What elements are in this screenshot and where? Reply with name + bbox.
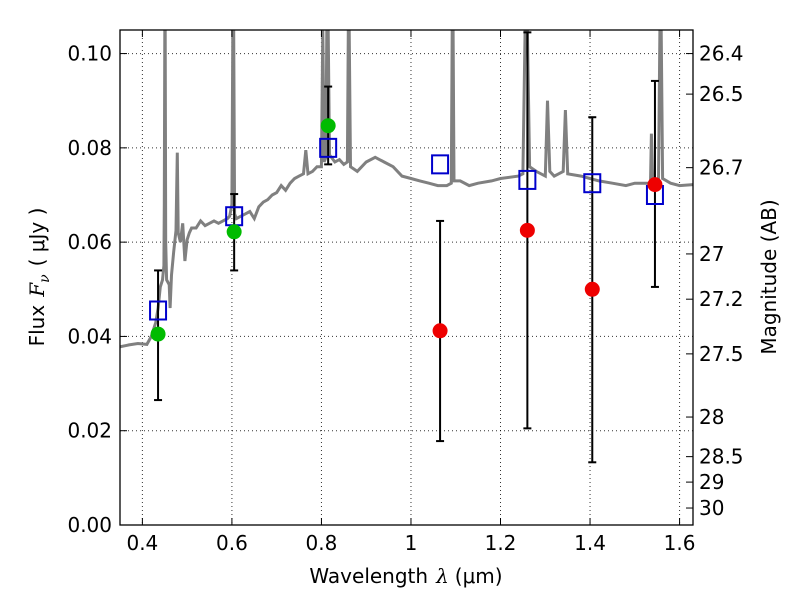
x-tick-label: 1.6 — [664, 531, 696, 555]
right-tick-label: 27.2 — [699, 287, 744, 311]
model-box-marker — [583, 173, 602, 194]
y-tick-label: 0.08 — [67, 136, 112, 160]
y-tick-label: 0.00 — [67, 513, 112, 537]
observed-photometry-points — [150, 118, 663, 342]
model-box-marker — [149, 300, 168, 321]
x-tick-label: 0.6 — [216, 531, 248, 555]
right-tick-label: 26.4 — [699, 42, 744, 66]
optical-data-point — [226, 224, 242, 240]
y-axis-title: FluxFν( μJy ) — [25, 208, 53, 347]
right-tick-label: 29 — [699, 470, 724, 494]
x-tick-label: 1.4 — [574, 531, 606, 555]
optical-data-point — [320, 118, 336, 134]
y-tick-label: 0.10 — [67, 42, 112, 66]
right-tick-label: 28 — [699, 405, 724, 429]
x-tick-label: 0.8 — [306, 531, 338, 555]
nir-data-point — [432, 323, 448, 339]
model-photometry-boxes — [149, 137, 664, 321]
right-tick-label: 27.5 — [699, 342, 744, 366]
x-axis-ticks: 0.4 0.6 0.8 1 1.2 1.4 1.6 — [126, 30, 695, 555]
model-box-marker — [431, 154, 450, 175]
y-tick-label: 0.04 — [67, 324, 112, 348]
nir-data-point — [519, 222, 535, 238]
model-spectrum-line — [120, 30, 693, 349]
model-box-marker — [319, 137, 338, 158]
x-axis-title: Wavelength λ (μm) — [309, 564, 502, 588]
x-tick-label: 1 — [405, 531, 418, 555]
right-tick-label: 27 — [699, 242, 724, 266]
error-bars — [154, 31, 659, 464]
nir-data-point — [647, 177, 663, 193]
right-axis-title: Magnitude (AB) — [757, 199, 781, 354]
right-tick-label: 26.5 — [699, 82, 744, 106]
right-tick-label: 26.7 — [699, 156, 744, 180]
y-tick-label: 0.06 — [67, 230, 112, 254]
y-tick-label: 0.02 — [67, 419, 112, 443]
model-box-marker — [518, 169, 537, 190]
x-tick-label: 0.4 — [126, 531, 158, 555]
plot-frame — [119, 29, 694, 526]
grid-lines — [120, 30, 693, 526]
right-tick-label: 30 — [699, 496, 724, 520]
x-tick-label: 1.2 — [485, 531, 517, 555]
nir-data-point — [584, 281, 600, 297]
optical-data-point — [150, 326, 166, 342]
y-axis-ticks: 0.00 0.02 0.04 0.06 0.08 0.10 — [67, 42, 127, 537]
right-tick-label: 28.5 — [699, 445, 744, 469]
